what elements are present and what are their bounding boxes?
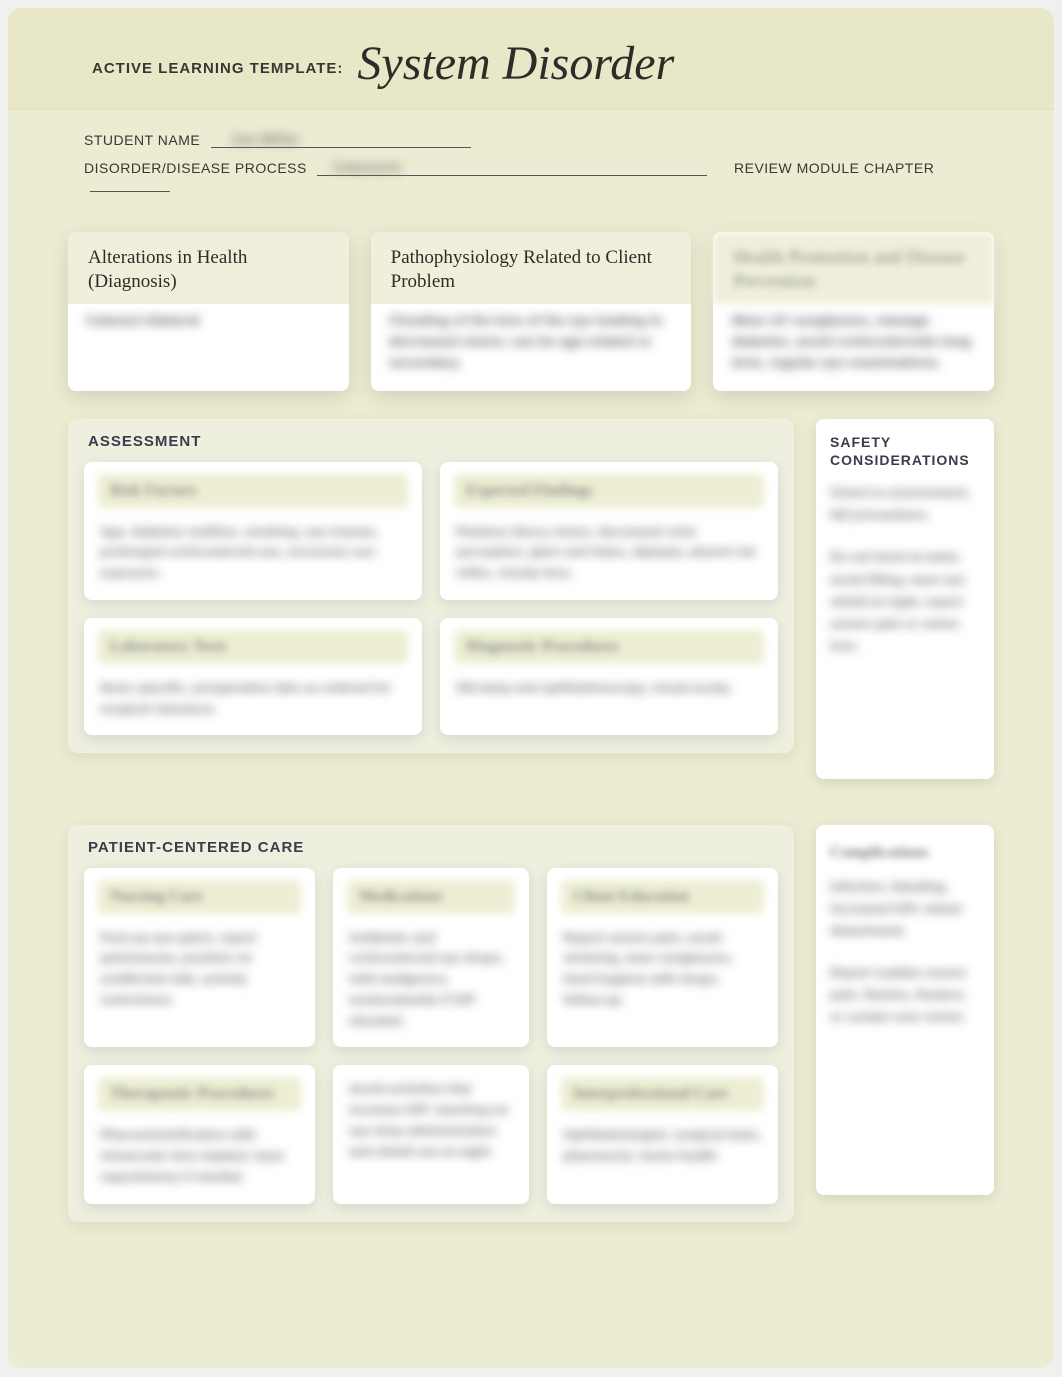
box-nursing-care-body: Post-op eye patch, report pain/nausea, p… xyxy=(84,922,315,1013)
assessment-panel: ASSESSMENT Risk Factors Age, diabetes me… xyxy=(68,419,794,754)
complications-body-1: Infection, bleeding, increased IOP, reti… xyxy=(830,876,980,942)
box-interprof-care-h: Interprofessional Care xyxy=(561,1077,764,1111)
complications-h: Complications xyxy=(830,839,980,866)
box-interprof-care: Interprofessional Care Ophthalmologist, … xyxy=(547,1065,778,1203)
box-lab-tests: Laboratory Tests None specific; preopera… xyxy=(84,618,422,736)
card-alterations-title: Alterations in Health (Diagnosis) xyxy=(68,232,349,304)
box-medications: Medications Antibiotic and corticosteroi… xyxy=(333,868,529,1048)
box-lab-tests-body: None specific; preoperative labs as orde… xyxy=(84,672,422,722)
pcc-row: PATIENT-CENTERED CARE Nursing Care Post-… xyxy=(68,825,994,1222)
box-expected-findings: Expected Findings Painless blurry vision… xyxy=(440,462,778,600)
review-label: REVIEW MODULE CHAPTER xyxy=(734,160,934,176)
box-nursing-care: Nursing Care Post-op eye patch, report p… xyxy=(84,868,315,1048)
pcc-panel: PATIENT-CENTERED CARE Nursing Care Post-… xyxy=(68,825,794,1222)
box-risk-factors-body: Age, diabetes mellitus, smoking, eye tra… xyxy=(84,516,422,586)
card-health-promo: Health Promotion and Disease Prevention … xyxy=(713,232,994,391)
card-patho-title: Pathophysiology Related to Client Proble… xyxy=(371,232,692,304)
card-alterations: Alterations in Health (Diagnosis) Catara… xyxy=(68,232,349,391)
meta-block: STUDENT NAME Joe Miller DISORDER/DISEASE… xyxy=(8,110,1054,214)
box-medications-body: Antibiotic and corticosteroid eye drops,… xyxy=(333,922,529,1034)
box-diagnostic-proc-h: Diagnostic Procedures xyxy=(454,630,764,664)
safety-body-1: Orient to environment; fall precautions. xyxy=(830,482,980,526)
assessment-col: ASSESSMENT Risk Factors Age, diabetes me… xyxy=(68,419,794,797)
box-diagnostic-proc-body: Slit-lamp and ophthalmoscopy, visual acu… xyxy=(440,672,778,701)
page: ACTIVE LEARNING TEMPLATE: System Disorde… xyxy=(8,8,1054,1368)
box-client-education: Client Education Report severe pain, avo… xyxy=(547,868,778,1048)
box-client-education-h: Client Education xyxy=(561,880,764,914)
box-expected-findings-h: Expected Findings xyxy=(454,474,764,508)
safety-col: SAFETY CONSIDERATIONS Orient to environm… xyxy=(816,419,994,797)
safety-panel: SAFETY CONSIDERATIONS Orient to environm… xyxy=(816,419,994,779)
complications-panel: Complications Infection, bleeding, incre… xyxy=(816,825,994,1195)
complications-body-2: Report sudden severe pain, flashes, floa… xyxy=(830,962,980,1028)
box-therapeutic-proc: Therapeutic Procedures Phacoemulsificati… xyxy=(84,1065,315,1203)
card-alterations-body: Cataract bilateral xyxy=(68,304,349,335)
box-lab-tests-h: Laboratory Tests xyxy=(98,630,408,664)
safety-body-2: Do not bend at waist, avoid lifting, wea… xyxy=(830,546,980,656)
assessment-row: ASSESSMENT Risk Factors Age, diabetes me… xyxy=(68,419,994,797)
box-risk-factors: Risk Factors Age, diabetes mellitus, smo… xyxy=(84,462,422,600)
box-expected-findings-body: Painless blurry vision, decreased color … xyxy=(440,516,778,586)
card-health-promo-body: Wear UV sunglasses, manage diabetes, avo… xyxy=(713,304,994,377)
template-prefix: ACTIVE LEARNING TEMPLATE: xyxy=(92,60,343,77)
disorder-row: DISORDER/DISEASE PROCESS Cataracts REVIE… xyxy=(84,160,978,192)
student-name-label: STUDENT NAME xyxy=(84,132,200,148)
card-health-promo-title: Health Promotion and Disease Prevention xyxy=(713,232,994,304)
student-name-value: Joe Miller xyxy=(231,131,301,147)
complications-col: Complications Infection, bleeding, incre… xyxy=(816,825,994,1222)
header-band: ACTIVE LEARNING TEMPLATE: System Disorde… xyxy=(8,8,1054,110)
box-risk-factors-h: Risk Factors xyxy=(98,474,408,508)
student-row: STUDENT NAME Joe Miller xyxy=(84,132,978,148)
box-therapeutic-proc-h: Therapeutic Procedures xyxy=(98,1077,301,1111)
card-patho-title-text: Pathophysiology Related to Client Proble… xyxy=(391,247,652,292)
content: Alterations in Health (Diagnosis) Catara… xyxy=(8,214,1054,1222)
box-therapeutic-proc-body: Phacoemulsification with intraocular len… xyxy=(84,1119,315,1189)
box-client-education-body: Report severe pain, avoid straining, wea… xyxy=(547,922,778,1013)
pcc-col: PATIENT-CENTERED CARE Nursing Care Post-… xyxy=(68,825,794,1222)
template-title: System Disorder xyxy=(357,37,674,90)
safety-label: SAFETY CONSIDERATIONS xyxy=(830,433,980,471)
box-diagnostic-proc: Diagnostic Procedures Slit-lamp and opht… xyxy=(440,618,778,736)
card-patho: Pathophysiology Related to Client Proble… xyxy=(371,232,692,391)
assessment-label: ASSESSMENT xyxy=(84,433,778,462)
box-extra-body: Avoid activities that increase IOP; teac… xyxy=(333,1065,529,1164)
disorder-value: Cataracts xyxy=(333,159,401,175)
box-extra: Avoid activities that increase IOP; teac… xyxy=(333,1065,529,1203)
box-nursing-care-h: Nursing Care xyxy=(98,880,301,914)
top-row: Alterations in Health (Diagnosis) Catara… xyxy=(68,232,994,391)
disorder-label: DISORDER/DISEASE PROCESS xyxy=(84,160,307,176)
pcc-label: PATIENT-CENTERED CARE xyxy=(84,839,778,868)
box-medications-h: Medications xyxy=(347,880,515,914)
card-patho-body: Clouding of the lens of the eye leading … xyxy=(371,304,692,377)
box-interprof-care-body: Ophthalmologist, surgical team, pharmaci… xyxy=(547,1119,778,1169)
